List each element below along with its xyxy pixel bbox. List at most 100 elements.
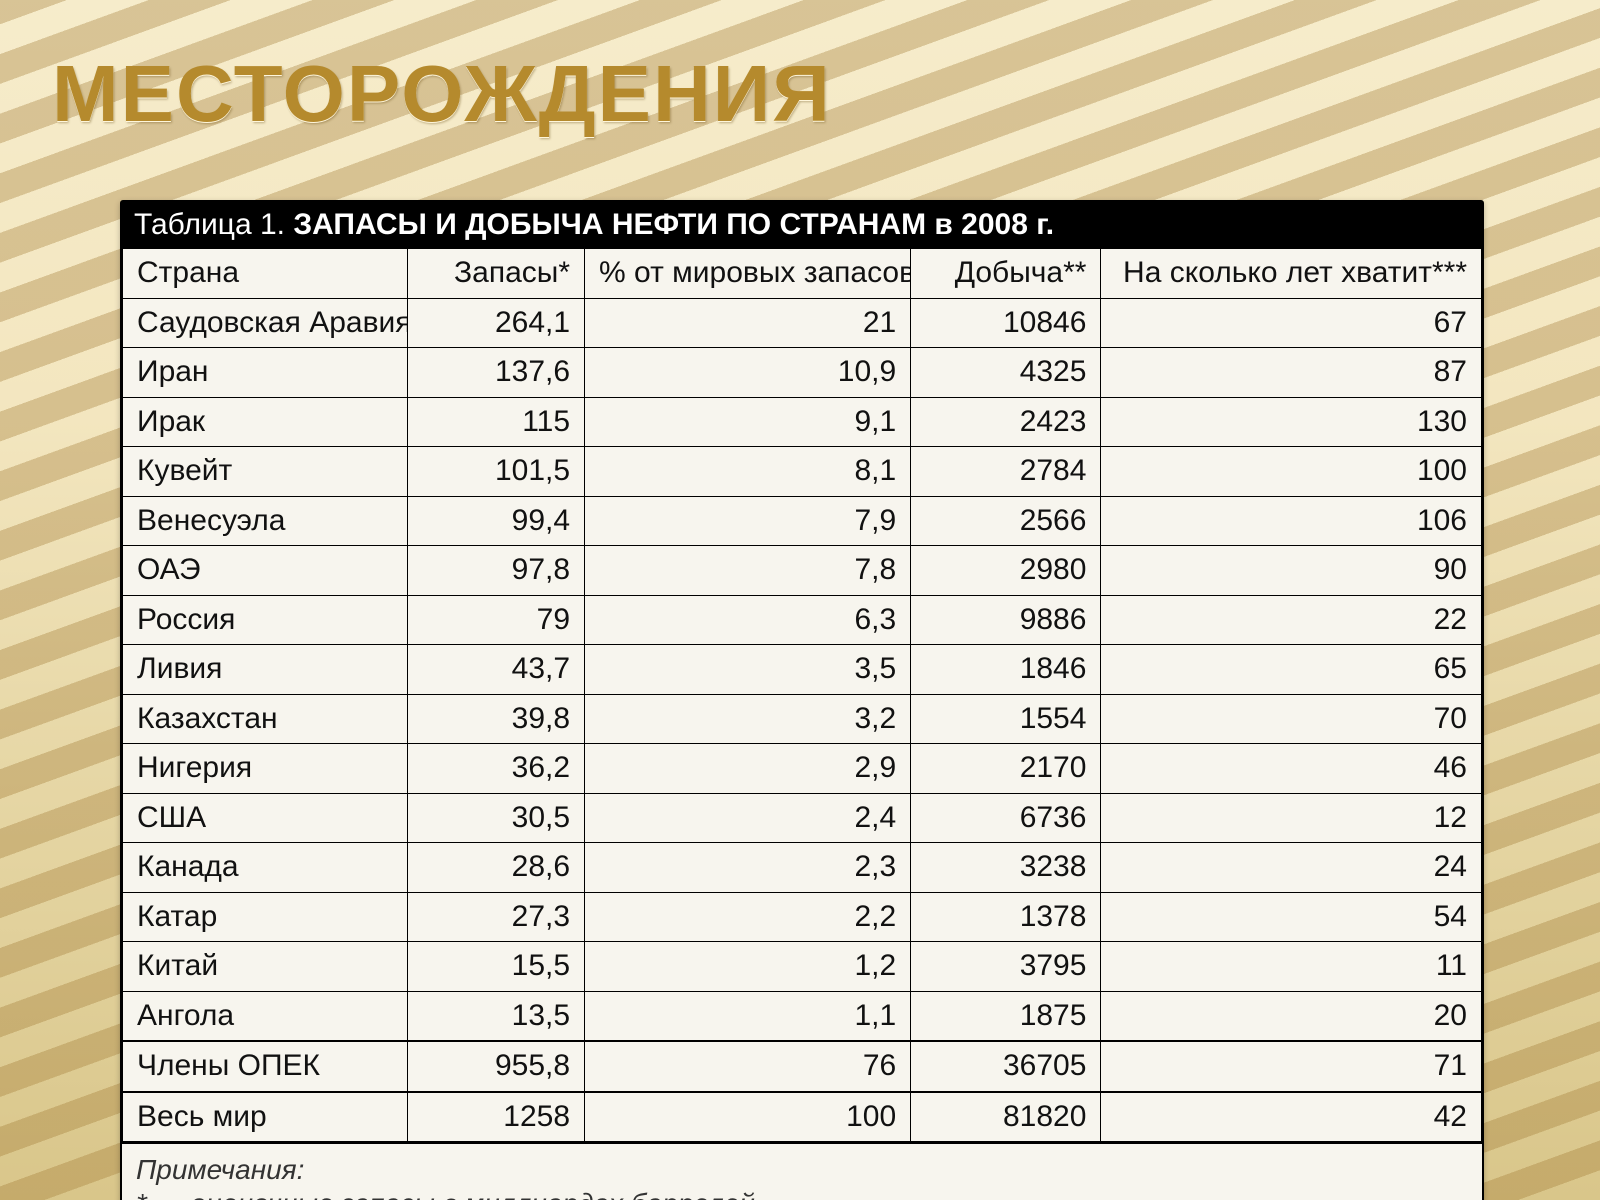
cell-prod: 36705 (911, 1041, 1101, 1092)
cell-prod: 1378 (911, 892, 1101, 942)
table-row: Ливия43,73,5184665 (123, 645, 1482, 695)
cell-prod: 2170 (911, 744, 1101, 794)
cell-reserves: 97,8 (408, 546, 585, 596)
cell-prod: 1875 (911, 991, 1101, 1041)
col-header-years: На сколько лет хватит*** (1101, 249, 1482, 299)
cell-country: Казахстан (123, 694, 408, 744)
table-row: ОАЭ97,87,8298090 (123, 546, 1482, 596)
cell-reserves: 1258 (408, 1092, 585, 1142)
cell-prod: 2423 (911, 397, 1101, 447)
cell-pct: 2,3 (585, 843, 911, 893)
cell-prod: 9886 (911, 595, 1101, 645)
cell-pct: 7,9 (585, 496, 911, 546)
table-row: Россия796,3988622 (123, 595, 1482, 645)
cell-pct: 3,5 (585, 645, 911, 695)
cell-reserves: 15,5 (408, 942, 585, 992)
cell-years: 65 (1101, 645, 1482, 695)
table-row: Члены ОПЕК955,8763670571 (123, 1041, 1482, 1092)
cell-country: Иран (123, 348, 408, 398)
cell-reserves: 137,6 (408, 348, 585, 398)
cell-country: Китай (123, 942, 408, 992)
cell-pct: 6,3 (585, 595, 911, 645)
oil-reserves-table: Таблица 1. ЗАПАСЫ И ДОБЫЧА НЕФТИ ПО СТРА… (120, 200, 1484, 1200)
table-row: Весь мир12581008182042 (123, 1092, 1482, 1142)
cell-pct: 1,1 (585, 991, 911, 1041)
cell-prod: 1554 (911, 694, 1101, 744)
cell-years: 67 (1101, 298, 1482, 348)
cell-country: Венесуэла (123, 496, 408, 546)
cell-pct: 100 (585, 1092, 911, 1142)
cell-pct: 9,1 (585, 397, 911, 447)
cell-pct: 10,9 (585, 348, 911, 398)
cell-prod: 4325 (911, 348, 1101, 398)
cell-years: 70 (1101, 694, 1482, 744)
cell-years: 12 (1101, 793, 1482, 843)
table-row: Венесуэла99,47,92566106 (123, 496, 1482, 546)
cell-reserves: 101,5 (408, 447, 585, 497)
cell-country: Весь мир (123, 1092, 408, 1142)
cell-pct: 8,1 (585, 447, 911, 497)
table-header-row: СтранаЗапасы*% от мировых запасовДобыча*… (123, 249, 1482, 299)
cell-country: Кувейт (123, 447, 408, 497)
table-row: Катар27,32,2137854 (123, 892, 1482, 942)
cell-years: 24 (1101, 843, 1482, 893)
cell-reserves: 36,2 (408, 744, 585, 794)
cell-country: Нигерия (123, 744, 408, 794)
cell-years: 42 (1101, 1092, 1482, 1142)
table-footnotes: Примечания: * — оценочные запасы в милли… (122, 1142, 1482, 1200)
cell-years: 106 (1101, 496, 1482, 546)
cell-years: 46 (1101, 744, 1482, 794)
cell-years: 100 (1101, 447, 1482, 497)
cell-prod: 3795 (911, 942, 1101, 992)
page-title: МЕСТОРОЖДЕНИЯ (52, 48, 832, 140)
cell-prod: 10846 (911, 298, 1101, 348)
cell-years: 11 (1101, 942, 1482, 992)
cell-prod: 1846 (911, 645, 1101, 695)
cell-prod: 3238 (911, 843, 1101, 893)
table-row: Ангола13,51,1187520 (123, 991, 1482, 1041)
cell-reserves: 955,8 (408, 1041, 585, 1092)
caption-main: ЗАПАСЫ И ДОБЫЧА НЕФТИ ПО СТРАНАМ в 2008 … (293, 208, 1054, 241)
cell-pct: 21 (585, 298, 911, 348)
slide: МЕСТОРОЖДЕНИЯ Таблица 1. ЗАПАСЫ И ДОБЫЧА… (0, 0, 1600, 1200)
cell-country: ОАЭ (123, 546, 408, 596)
cell-reserves: 79 (408, 595, 585, 645)
cell-years: 22 (1101, 595, 1482, 645)
cell-years: 87 (1101, 348, 1482, 398)
footnote-line: * — оценочные запасы в миллиардах баррел… (136, 1188, 1468, 1200)
cell-prod: 2566 (911, 496, 1101, 546)
cell-country: Россия (123, 595, 408, 645)
table-row: Нигерия36,22,9217046 (123, 744, 1482, 794)
cell-prod: 6736 (911, 793, 1101, 843)
cell-country: Катар (123, 892, 408, 942)
cell-reserves: 43,7 (408, 645, 585, 695)
cell-years: 90 (1101, 546, 1482, 596)
cell-pct: 76 (585, 1041, 911, 1092)
cell-reserves: 264,1 (408, 298, 585, 348)
data-table: Таблица 1. ЗАПАСЫ И ДОБЫЧА НЕФТИ ПО СТРА… (122, 202, 1482, 1142)
cell-years: 20 (1101, 991, 1482, 1041)
cell-country: Члены ОПЕК (123, 1041, 408, 1092)
table-row: Кувейт101,58,12784100 (123, 447, 1482, 497)
table-row: Иран137,610,9432587 (123, 348, 1482, 398)
cell-country: Саудовская Аравия (123, 298, 408, 348)
cell-years: 71 (1101, 1041, 1482, 1092)
cell-prod: 2980 (911, 546, 1101, 596)
cell-reserves: 27,3 (408, 892, 585, 942)
table-row: Казахстан39,83,2155470 (123, 694, 1482, 744)
cell-reserves: 30,5 (408, 793, 585, 843)
footnotes-title: Примечания: (136, 1154, 1468, 1186)
cell-country: Канада (123, 843, 408, 893)
table-row: Китай15,51,2379511 (123, 942, 1482, 992)
cell-reserves: 39,8 (408, 694, 585, 744)
cell-pct: 2,9 (585, 744, 911, 794)
table-row: Саудовская Аравия264,1211084667 (123, 298, 1482, 348)
table-row: Канада28,62,3323824 (123, 843, 1482, 893)
cell-pct: 1,2 (585, 942, 911, 992)
cell-country: США (123, 793, 408, 843)
cell-years: 130 (1101, 397, 1482, 447)
cell-country: Ирак (123, 397, 408, 447)
cell-prod: 2784 (911, 447, 1101, 497)
col-header-prod: Добыча** (911, 249, 1101, 299)
cell-country: Ангола (123, 991, 408, 1041)
